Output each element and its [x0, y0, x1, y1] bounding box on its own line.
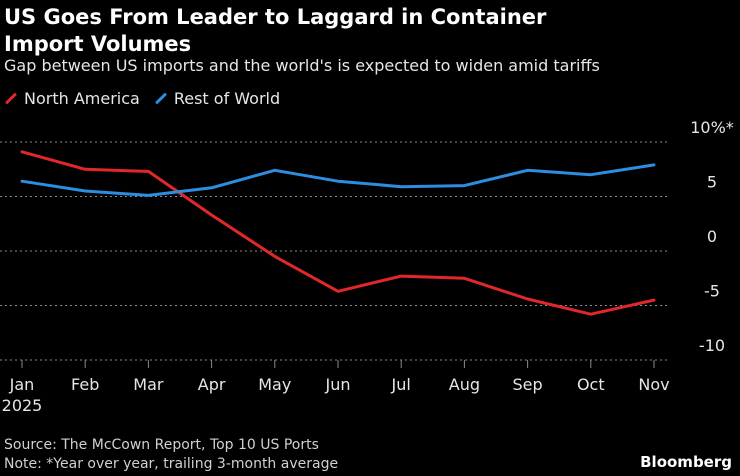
y-tick-label: -10 — [699, 336, 725, 355]
x-tick-label: Feb — [71, 375, 99, 394]
bloomberg-logo: Bloomberg — [640, 453, 732, 471]
legend-item-rest-of-world: Rest of World — [154, 89, 280, 108]
x-tick-label: Aug — [449, 375, 480, 394]
series-line-rest-of-world — [20, 163, 656, 197]
x-tick-label: Oct — [577, 375, 605, 394]
x-tick-label: Jan — [9, 375, 35, 394]
gridlines — [0, 141, 668, 361]
x-year-label: 2025 — [2, 396, 43, 415]
series-line-north-america — [20, 150, 656, 316]
source-note: Source: The McCown Report, Top 10 US Por… — [4, 437, 319, 453]
x-tick-label: Mar — [133, 375, 164, 394]
legend-label-rest-of-world: Rest of World — [173, 89, 281, 108]
x-tick-label: May — [258, 375, 291, 394]
x-tick-label: Sep — [513, 375, 543, 394]
x-tick-label: Jul — [391, 375, 411, 394]
legend-label-north-america: North America — [24, 89, 140, 108]
x-axis-ticks: Jan Feb Mar Apr May Jun Jul Aug Sep Oct Nov 2025 — [2, 360, 670, 415]
legend-swatch-north-america — [4, 92, 18, 105]
legend-swatch-rest-of-world — [154, 92, 167, 105]
y-tick-label: 5 — [707, 173, 717, 192]
x-tick-label: Apr — [198, 375, 226, 394]
chart-title: US Goes From Leader to Laggard in Contai… — [4, 5, 547, 56]
x-tick-label: Nov — [638, 375, 669, 394]
line-chart: 10%* 5 0 -5 -10 Jan Feb Mar Apr May Jun Jul Aug Sep O… — [0, 118, 734, 415]
y-axis-ticks: 10%* 5 0 -5 -10 — [690, 118, 734, 355]
legend-item-north-america: North America — [4, 89, 140, 108]
x-tick-label: Jun — [325, 375, 351, 394]
y-tick-label: 10%* — [690, 118, 734, 137]
y-tick-label: -5 — [704, 282, 720, 301]
y-tick-label: 0 — [707, 227, 717, 246]
footnote: Note: *Year over year, trailing 3-month … — [4, 456, 339, 472]
series-lines — [20, 150, 656, 316]
chart-subtitle: Gap between US imports and the world's i… — [4, 56, 600, 75]
legend: North America Rest of World — [4, 89, 294, 108]
